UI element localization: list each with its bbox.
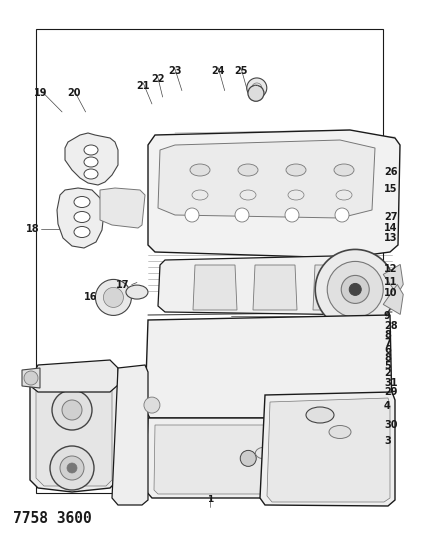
Text: 8: 8 bbox=[384, 353, 391, 363]
Text: 13: 13 bbox=[384, 233, 398, 243]
Text: 7758 3600: 7758 3600 bbox=[13, 511, 92, 526]
Text: 1: 1 bbox=[207, 496, 213, 504]
Text: 16: 16 bbox=[83, 293, 97, 302]
Text: 29: 29 bbox=[384, 387, 398, 397]
Text: 10: 10 bbox=[384, 288, 398, 298]
Polygon shape bbox=[100, 188, 145, 228]
Circle shape bbox=[248, 85, 264, 101]
Polygon shape bbox=[112, 365, 148, 505]
Text: 19: 19 bbox=[34, 88, 48, 98]
Polygon shape bbox=[158, 140, 375, 218]
Polygon shape bbox=[57, 188, 104, 248]
Circle shape bbox=[95, 279, 131, 316]
Text: 18: 18 bbox=[26, 224, 39, 234]
Text: 12: 12 bbox=[384, 264, 398, 274]
Ellipse shape bbox=[74, 197, 90, 207]
Ellipse shape bbox=[84, 169, 98, 179]
Text: 20: 20 bbox=[67, 88, 81, 98]
Text: 21: 21 bbox=[137, 82, 150, 91]
Text: 27: 27 bbox=[384, 213, 398, 222]
Polygon shape bbox=[267, 398, 390, 502]
Bar bbox=[36, 29, 383, 493]
Text: 15: 15 bbox=[384, 184, 398, 194]
Ellipse shape bbox=[190, 164, 210, 176]
Polygon shape bbox=[313, 265, 357, 310]
Text: 3: 3 bbox=[384, 437, 391, 446]
Text: 26: 26 bbox=[384, 167, 398, 176]
Ellipse shape bbox=[334, 164, 354, 176]
Circle shape bbox=[335, 208, 349, 222]
Circle shape bbox=[62, 400, 82, 420]
Circle shape bbox=[240, 450, 256, 466]
Circle shape bbox=[185, 208, 199, 222]
Ellipse shape bbox=[74, 227, 90, 238]
Text: 30: 30 bbox=[384, 421, 398, 430]
Ellipse shape bbox=[74, 212, 90, 222]
Ellipse shape bbox=[329, 425, 351, 439]
Text: 23: 23 bbox=[168, 66, 181, 76]
Ellipse shape bbox=[238, 164, 258, 176]
Text: 11: 11 bbox=[384, 278, 398, 287]
Polygon shape bbox=[158, 255, 380, 315]
Text: 9: 9 bbox=[384, 311, 391, 320]
Circle shape bbox=[67, 463, 77, 473]
Polygon shape bbox=[30, 365, 118, 492]
Text: 2: 2 bbox=[384, 368, 391, 378]
Ellipse shape bbox=[286, 164, 306, 176]
Text: 4: 4 bbox=[384, 401, 391, 411]
Polygon shape bbox=[145, 315, 392, 418]
Polygon shape bbox=[383, 264, 403, 294]
Circle shape bbox=[144, 397, 160, 413]
Circle shape bbox=[235, 208, 249, 222]
Circle shape bbox=[285, 208, 299, 222]
Circle shape bbox=[52, 390, 92, 430]
Text: 24: 24 bbox=[211, 66, 225, 76]
Text: 17: 17 bbox=[116, 280, 130, 289]
Ellipse shape bbox=[306, 407, 334, 423]
Circle shape bbox=[104, 287, 123, 308]
Circle shape bbox=[24, 371, 38, 385]
Text: 25: 25 bbox=[234, 66, 248, 76]
Polygon shape bbox=[260, 392, 395, 506]
Polygon shape bbox=[28, 360, 118, 392]
Text: 28: 28 bbox=[384, 321, 398, 330]
Polygon shape bbox=[65, 133, 118, 185]
Text: ...: ... bbox=[253, 81, 259, 87]
Polygon shape bbox=[253, 265, 297, 310]
Circle shape bbox=[327, 261, 383, 318]
Text: 22: 22 bbox=[151, 74, 164, 84]
Ellipse shape bbox=[126, 285, 148, 299]
Circle shape bbox=[315, 249, 395, 329]
Text: 7: 7 bbox=[384, 338, 391, 348]
Circle shape bbox=[349, 284, 361, 295]
Ellipse shape bbox=[84, 145, 98, 155]
Text: 6: 6 bbox=[384, 345, 391, 355]
Polygon shape bbox=[36, 374, 112, 486]
Text: 5: 5 bbox=[384, 361, 391, 370]
Polygon shape bbox=[22, 368, 40, 388]
Polygon shape bbox=[383, 285, 403, 314]
Text: 8: 8 bbox=[384, 330, 391, 340]
Text: 31: 31 bbox=[384, 378, 398, 387]
Ellipse shape bbox=[84, 157, 98, 167]
Polygon shape bbox=[148, 130, 400, 258]
Polygon shape bbox=[145, 418, 392, 498]
Circle shape bbox=[341, 276, 369, 303]
Polygon shape bbox=[193, 265, 237, 310]
Polygon shape bbox=[154, 425, 384, 494]
Circle shape bbox=[247, 78, 267, 98]
Circle shape bbox=[50, 446, 94, 490]
Circle shape bbox=[60, 456, 84, 480]
Text: 14: 14 bbox=[384, 223, 398, 232]
